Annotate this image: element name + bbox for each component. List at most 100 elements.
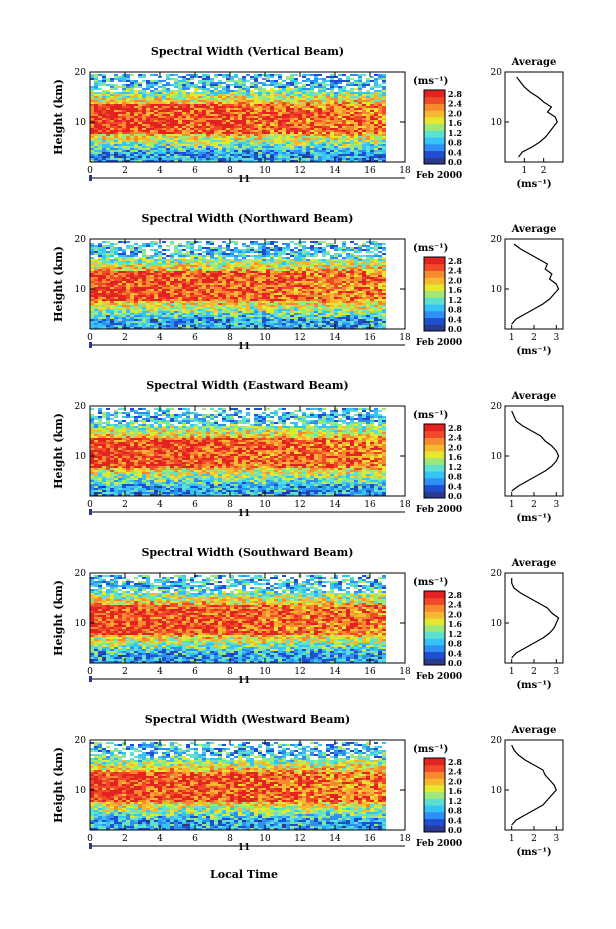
heatmap-cell — [126, 112, 130, 114]
heatmap-cell — [134, 152, 138, 154]
heatmap-cell — [118, 255, 122, 257]
heatmap-cell — [346, 136, 350, 138]
heatmap-cell — [366, 295, 370, 297]
heatmap-cell — [378, 148, 382, 150]
heatmap-cell — [342, 271, 346, 273]
heatmap-cell — [262, 96, 266, 98]
heatmap-cell — [230, 142, 234, 144]
heatmap-cell — [122, 124, 126, 126]
heatmap-cell — [234, 142, 238, 144]
heatmap-cell — [222, 112, 226, 114]
heatmap-cell — [186, 96, 190, 98]
heatmap-cell — [374, 160, 378, 162]
heatmap-cell — [270, 160, 274, 162]
heatmap-cell — [278, 251, 282, 253]
heatmap-cell — [374, 108, 378, 110]
heatmap-cell — [314, 118, 318, 120]
heatmap-cell — [338, 98, 342, 100]
heatmap-cell — [162, 150, 166, 152]
heatmap-cell — [238, 160, 242, 162]
heatmap-cell — [166, 267, 170, 269]
heatmap-cell — [298, 291, 302, 293]
heatmap-cell — [98, 138, 102, 140]
heatmap-cell — [186, 287, 190, 289]
heatmap-cell — [358, 140, 362, 142]
heatmap-cell — [230, 92, 234, 94]
heatmap-cell — [170, 243, 174, 245]
heatmap-cell — [274, 245, 278, 247]
heatmap-cell — [330, 271, 334, 273]
heatmap-cell — [178, 267, 182, 269]
heatmap-cell — [354, 146, 358, 148]
heatmap-cell — [290, 124, 294, 126]
heatmap-cell — [210, 118, 214, 120]
heatmap-cell — [270, 257, 274, 259]
heatmap-cell — [122, 279, 126, 281]
heatmap-cell — [378, 160, 382, 162]
heatmap-cell — [190, 283, 194, 285]
heatmap-cell — [218, 289, 222, 291]
heatmap-cell — [154, 88, 158, 90]
heatmap-cell — [126, 285, 130, 287]
heatmap-cell — [310, 104, 314, 106]
heatmap-cell — [218, 269, 222, 271]
heatmap-cell — [122, 94, 126, 96]
heatmap-cell — [274, 287, 278, 289]
heatmap-cell — [310, 283, 314, 285]
heatmap-cell — [138, 102, 142, 104]
heatmap-cell — [250, 120, 254, 122]
heatmap-cell — [174, 146, 178, 148]
heatmap-cell — [258, 146, 262, 148]
heatmap-cell — [374, 241, 378, 243]
heatmap-cell — [186, 86, 190, 88]
heatmap-cell — [122, 132, 126, 134]
heatmap-cell — [214, 152, 218, 154]
heatmap-cell — [318, 160, 322, 162]
heatmap-cell — [186, 82, 190, 84]
heatmap-cell — [290, 271, 294, 273]
heatmap-cell — [218, 148, 222, 150]
heatmap-cell — [186, 285, 190, 287]
heatmap-cell — [326, 104, 330, 106]
average-frame — [504, 71, 564, 163]
heatmap-cell — [378, 245, 382, 247]
heatmap-cell — [270, 104, 274, 106]
heatmap-cell — [98, 100, 102, 102]
heatmap-cell — [102, 146, 106, 148]
heatmap-cell — [186, 275, 190, 277]
heatmap-cell — [94, 88, 98, 90]
heatmap-cell — [234, 295, 238, 297]
heatmap-cell — [142, 140, 146, 142]
heatmap-cell — [362, 289, 366, 291]
heatmap-cell — [246, 293, 250, 295]
heatmap-cell — [182, 245, 186, 247]
heatmap-cell — [250, 130, 254, 132]
heatmap-cell — [174, 160, 178, 162]
heatmap-cell — [326, 281, 330, 283]
heatmap-cell — [378, 76, 382, 78]
heatmap-cell — [198, 295, 202, 297]
heatmap-cell — [258, 257, 262, 259]
x-tick-label: 16 — [364, 166, 376, 176]
heatmap-cell — [194, 138, 198, 140]
heatmap-cell — [202, 267, 206, 269]
heatmap-cell — [290, 249, 294, 251]
heatmap-cell — [370, 144, 374, 146]
heatmap-cell — [106, 275, 110, 277]
heatmap-cell — [150, 100, 154, 102]
heatmap-cell — [114, 122, 118, 124]
heatmap-cell — [262, 160, 266, 162]
heatmap-cell — [222, 82, 226, 84]
heatmap-cell — [94, 160, 98, 162]
heatmap-cell — [90, 283, 94, 285]
heatmap-cell — [130, 158, 134, 160]
heatmap-cell — [370, 156, 374, 158]
heatmap-cell — [94, 261, 98, 263]
heatmap-cell — [114, 295, 118, 297]
heatmap-cell — [118, 269, 122, 271]
heatmap-cell — [202, 102, 206, 104]
x-tick-label: 0 — [87, 166, 93, 176]
heatmap-cell — [234, 285, 238, 287]
heatmap-cell — [98, 92, 102, 94]
heatmap-cell — [306, 259, 310, 261]
